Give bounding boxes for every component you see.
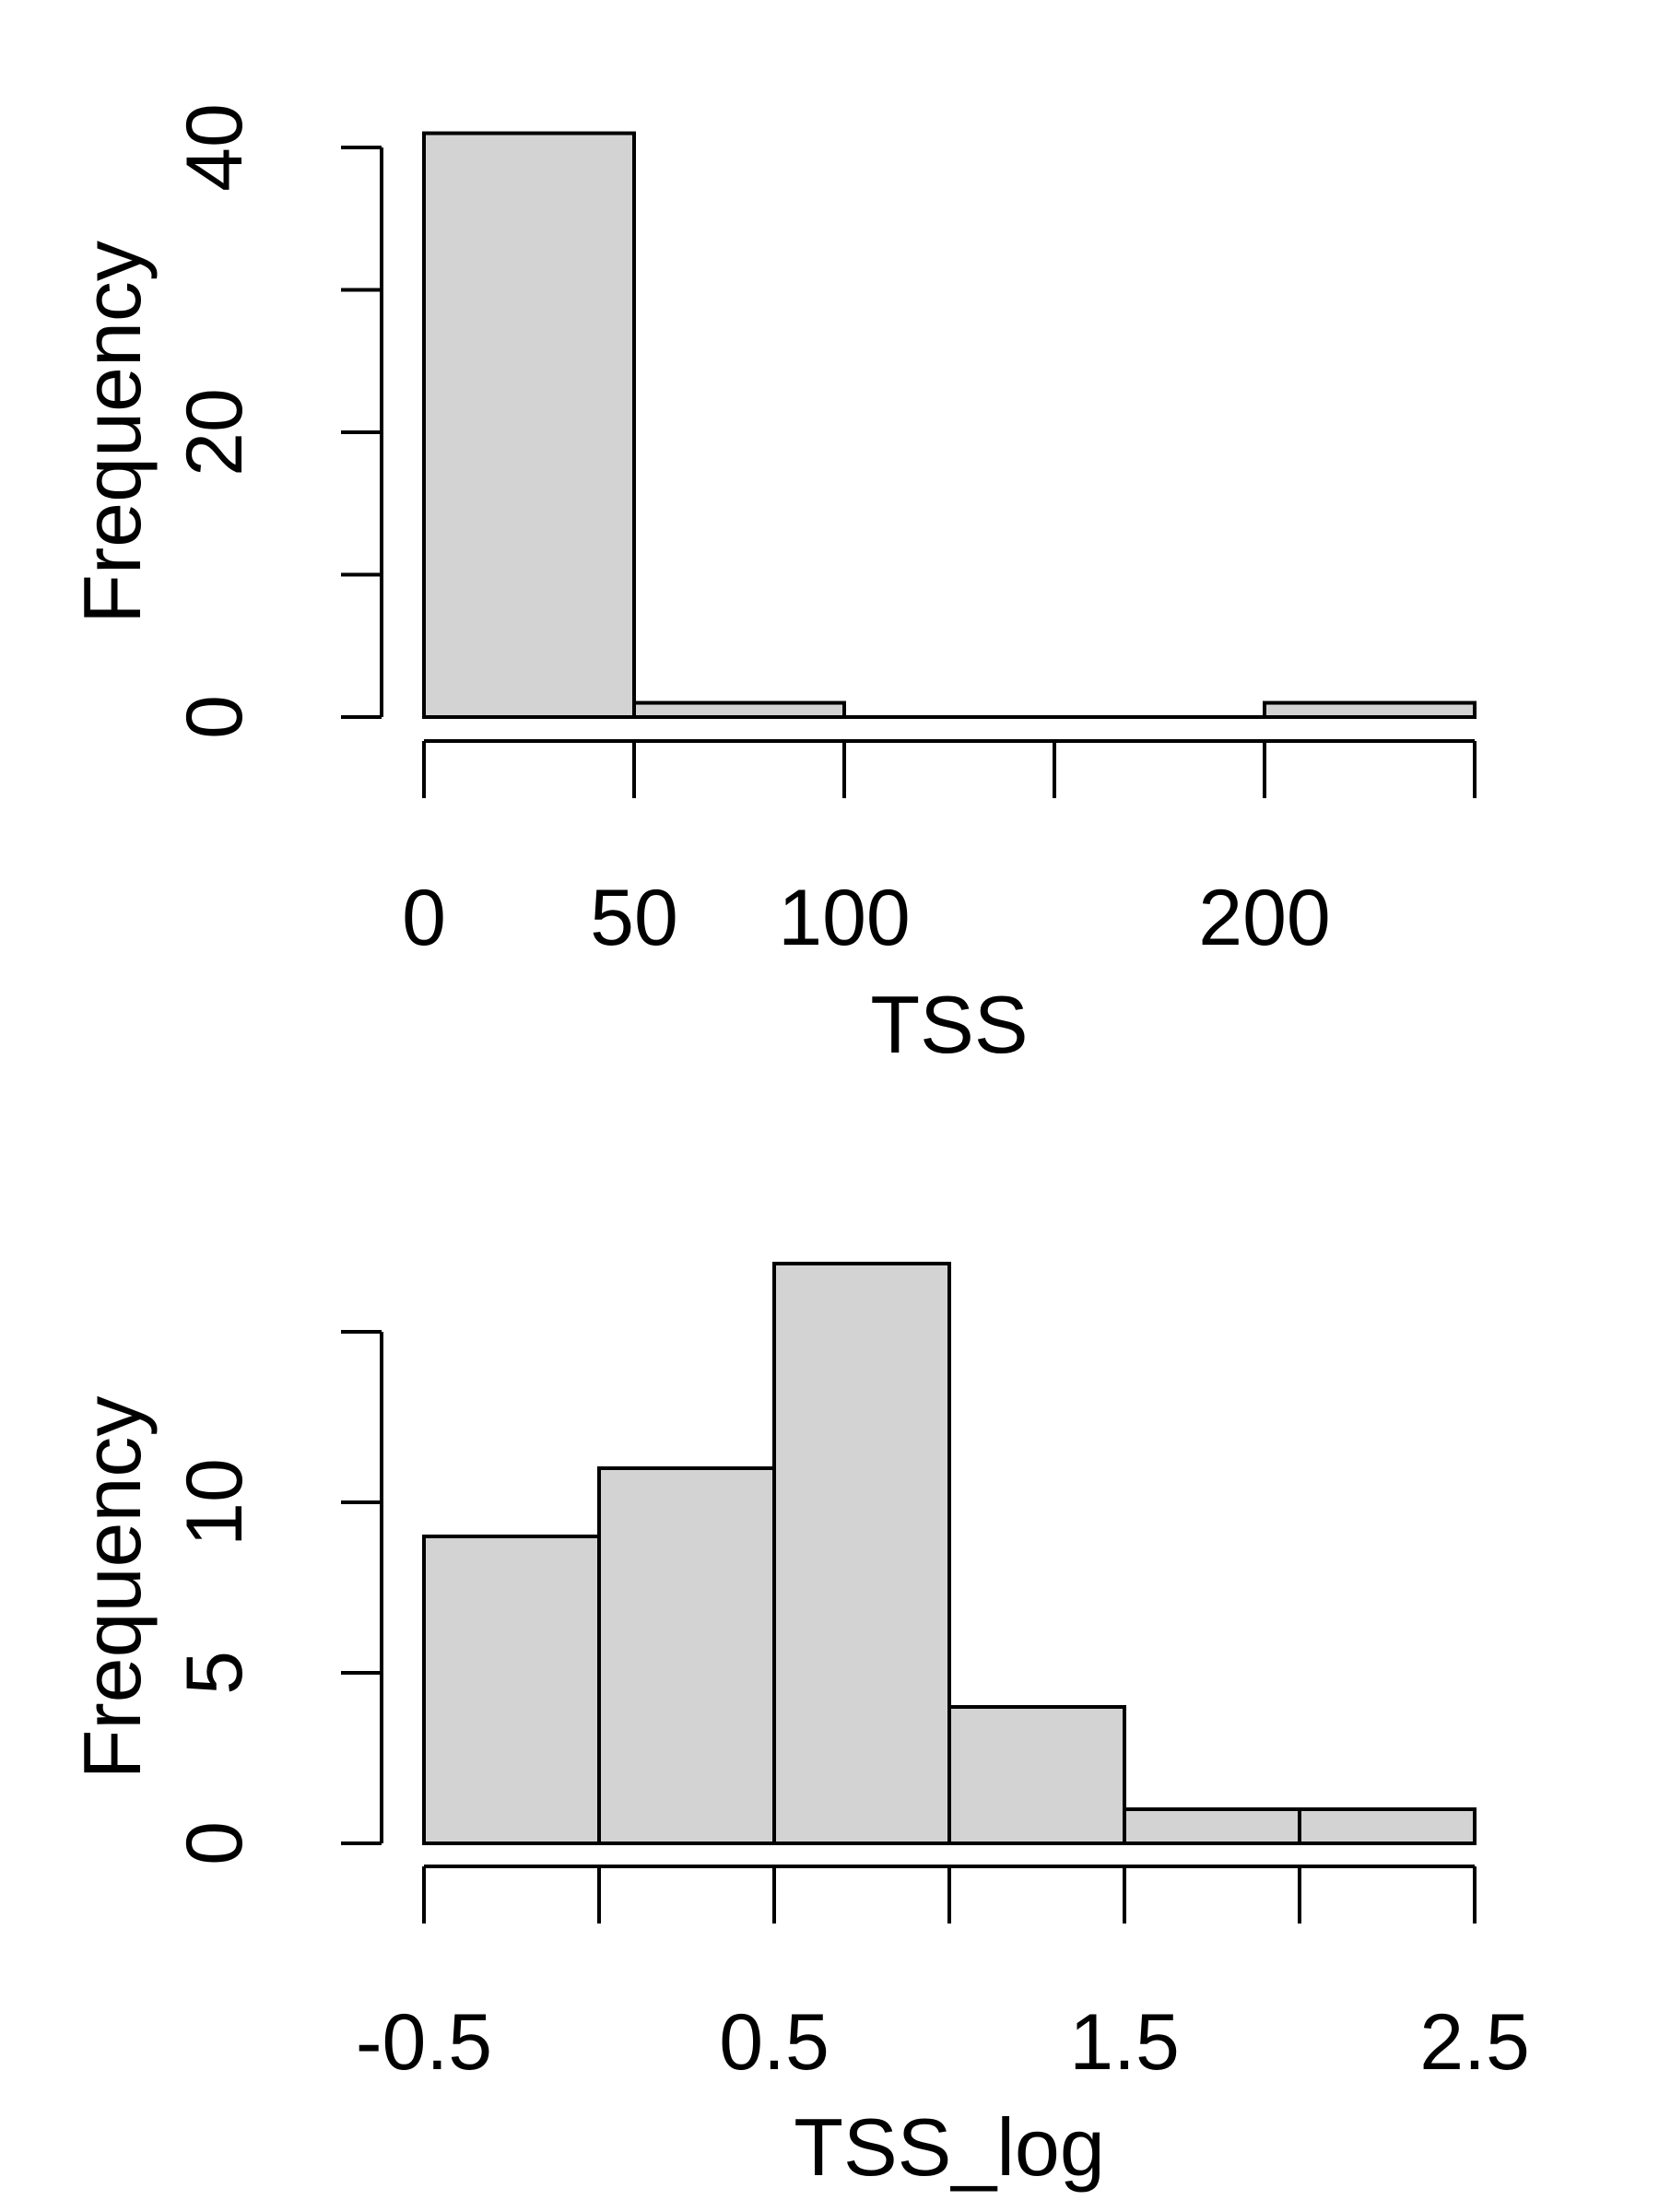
x-tick-label: 2.5 [1419,1998,1530,2087]
x-axis-title: TSS_log [794,2101,1105,2193]
histogram-bar [422,131,636,720]
x-tick-label: 0.5 [719,1998,830,2087]
x-tick-label: 200 [1198,874,1331,962]
histogram-bar [772,1262,951,1845]
histogram-bar [1263,700,1477,719]
histogram-bar [422,1535,601,1845]
y-tick-label: 10 [171,1458,259,1547]
x-tick-label: 50 [590,874,678,962]
histogram-bar [632,700,846,719]
x-tick-label: 1.5 [1069,1998,1180,2087]
histogram-bar [1298,1807,1477,1845]
y-tick-label: 40 [171,103,259,192]
x-tick-label: 0 [402,874,446,962]
x-tick-label: 100 [778,874,911,962]
y-tick-label: 5 [171,1651,259,1695]
histogram-bar [1123,1807,1301,1845]
histogram-bar [597,1466,776,1845]
y-tick-label: 20 [171,388,259,477]
histogram-bar [947,1705,1126,1845]
y-axis-title: Frequency [66,241,158,624]
x-tick-label: -0.5 [356,1998,492,2087]
y-tick-label: 0 [171,1821,259,1865]
y-tick-label: 0 [171,695,259,739]
y-axis-title: Frequency [66,1396,158,1780]
x-axis-title: TSS [870,979,1028,1070]
